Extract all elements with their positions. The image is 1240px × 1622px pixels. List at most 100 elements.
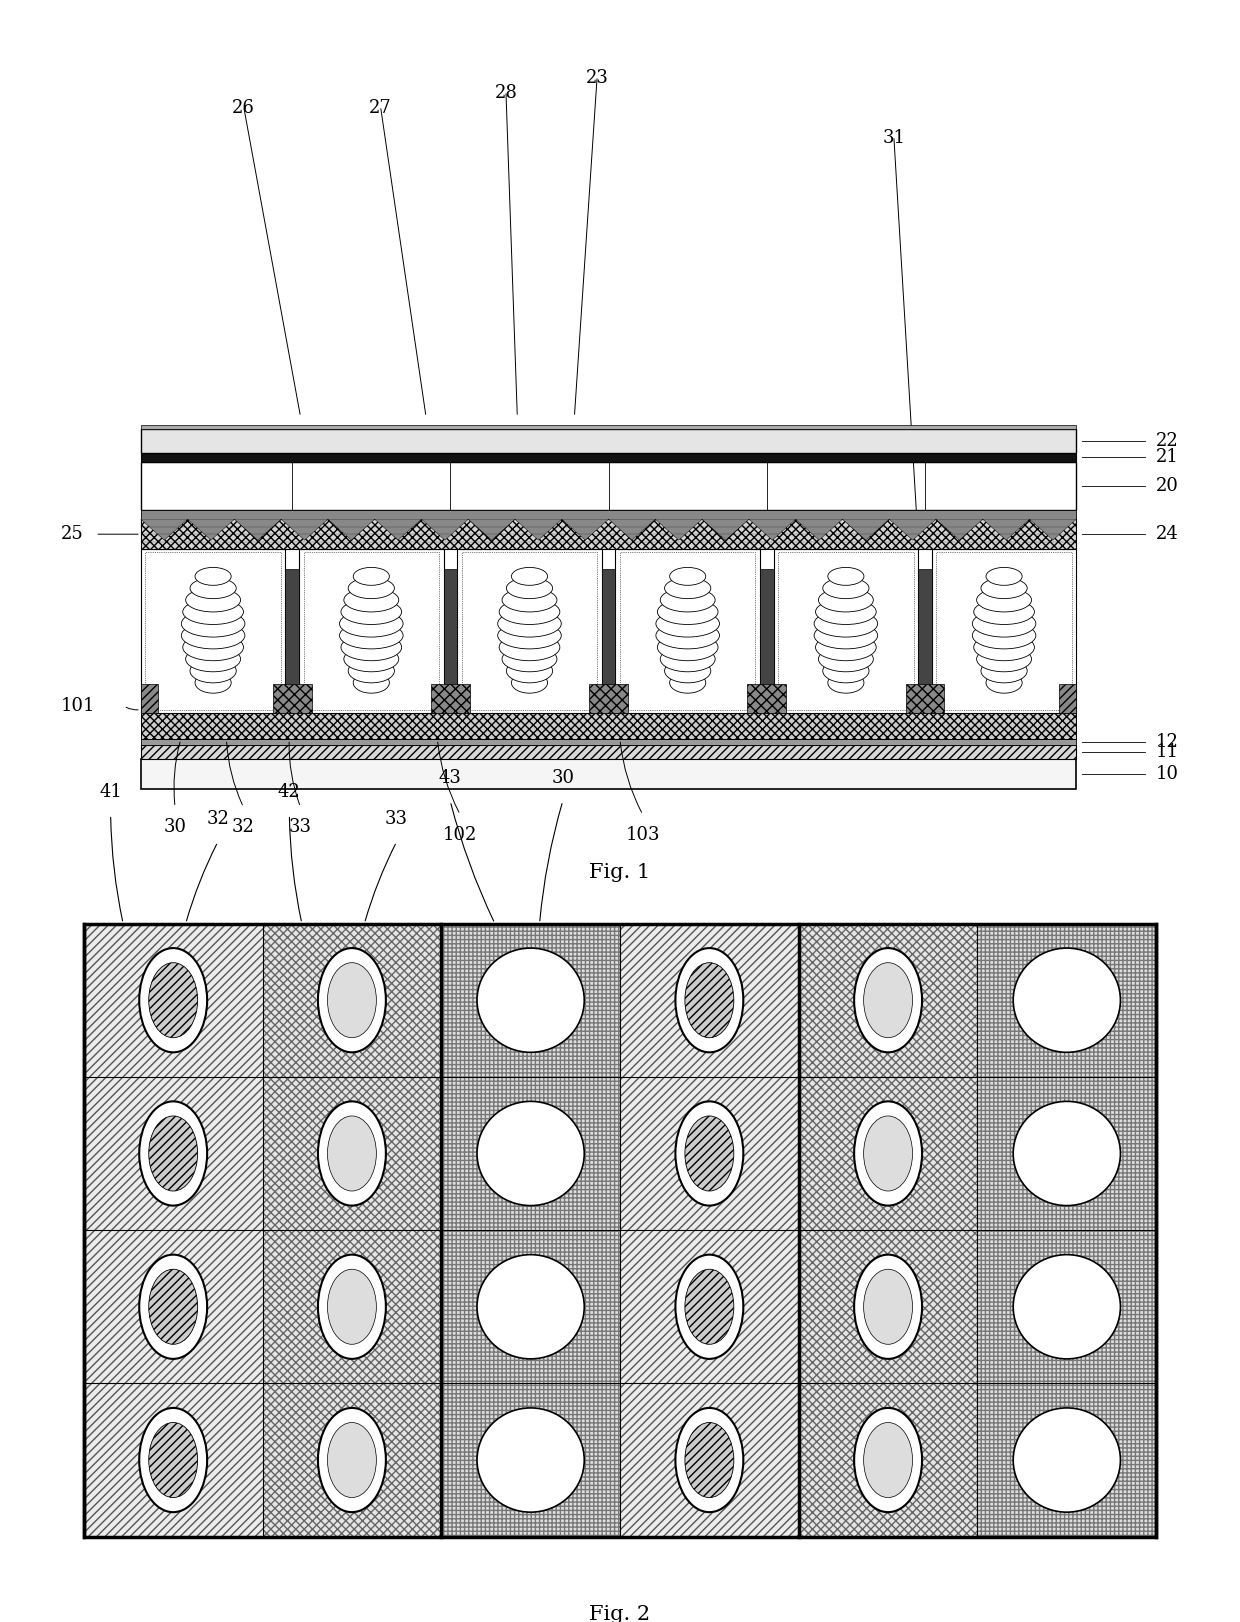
Ellipse shape	[340, 610, 403, 637]
Bar	[432, 684, 470, 714]
Bar	[441, 923, 620, 1077]
Ellipse shape	[676, 949, 743, 1053]
Text: 43: 43	[439, 769, 461, 787]
Bar	[285, 569, 299, 714]
Ellipse shape	[317, 949, 386, 1053]
Text: 22: 22	[1156, 431, 1179, 449]
Bar	[145, 551, 280, 710]
Ellipse shape	[981, 659, 1027, 683]
Ellipse shape	[348, 577, 394, 599]
Bar	[977, 1384, 1156, 1536]
Ellipse shape	[676, 1101, 743, 1205]
Bar	[799, 1229, 977, 1384]
Bar	[931, 550, 1076, 714]
Ellipse shape	[977, 647, 1032, 672]
Bar	[1059, 684, 1076, 714]
Ellipse shape	[502, 647, 557, 672]
Bar	[977, 923, 1156, 1077]
Bar	[620, 1229, 799, 1384]
Ellipse shape	[477, 1101, 584, 1205]
Ellipse shape	[981, 577, 1027, 599]
Text: 10: 10	[1156, 764, 1179, 783]
Bar	[461, 551, 598, 710]
Polygon shape	[936, 519, 983, 540]
Ellipse shape	[317, 1255, 386, 1359]
Ellipse shape	[341, 634, 402, 660]
Text: 101: 101	[61, 697, 95, 715]
Polygon shape	[374, 519, 422, 540]
Ellipse shape	[186, 647, 241, 672]
Text: 33: 33	[289, 819, 312, 837]
Bar	[601, 569, 615, 714]
Text: 33: 33	[386, 811, 408, 829]
Text: 31: 31	[883, 130, 905, 148]
Bar	[141, 462, 1076, 511]
Ellipse shape	[340, 621, 403, 649]
Ellipse shape	[977, 589, 1032, 611]
Polygon shape	[327, 519, 374, 540]
Ellipse shape	[854, 1255, 923, 1359]
Ellipse shape	[190, 659, 237, 683]
Polygon shape	[889, 519, 936, 540]
Bar	[589, 684, 627, 714]
Text: 26: 26	[232, 99, 255, 117]
Ellipse shape	[823, 577, 869, 599]
Bar	[936, 551, 1071, 710]
Ellipse shape	[670, 568, 706, 586]
Ellipse shape	[317, 1408, 386, 1512]
Text: 21: 21	[1156, 448, 1179, 467]
Ellipse shape	[195, 672, 231, 693]
Polygon shape	[842, 519, 889, 540]
Bar	[141, 519, 1076, 550]
Ellipse shape	[656, 621, 719, 649]
Bar	[441, 1077, 620, 1229]
Ellipse shape	[863, 963, 913, 1038]
Ellipse shape	[149, 1270, 197, 1345]
Ellipse shape	[854, 949, 923, 1053]
Text: Fig. 1: Fig. 1	[589, 863, 651, 882]
Bar	[441, 1384, 620, 1536]
Polygon shape	[983, 519, 1029, 540]
Bar	[779, 551, 914, 710]
Ellipse shape	[815, 610, 878, 637]
Ellipse shape	[684, 1422, 734, 1497]
Ellipse shape	[327, 1270, 377, 1345]
Ellipse shape	[665, 577, 711, 599]
Ellipse shape	[986, 672, 1022, 693]
Ellipse shape	[684, 963, 734, 1038]
Ellipse shape	[815, 621, 878, 649]
Bar	[84, 1229, 263, 1384]
Text: 41: 41	[99, 783, 122, 801]
Text: 27: 27	[370, 99, 392, 117]
Ellipse shape	[684, 1270, 734, 1345]
Text: 23: 23	[585, 70, 609, 88]
Ellipse shape	[149, 1422, 197, 1497]
Text: 28: 28	[495, 84, 517, 102]
Ellipse shape	[863, 1270, 913, 1345]
Ellipse shape	[182, 599, 243, 624]
Polygon shape	[141, 519, 187, 540]
Bar	[273, 684, 311, 714]
Bar	[263, 1384, 441, 1536]
Ellipse shape	[676, 1255, 743, 1359]
Ellipse shape	[327, 1422, 377, 1497]
Ellipse shape	[149, 1116, 197, 1191]
Ellipse shape	[816, 634, 877, 660]
Bar	[141, 425, 1076, 428]
Ellipse shape	[684, 1116, 734, 1191]
Ellipse shape	[195, 568, 231, 586]
Bar	[141, 550, 285, 714]
Bar	[141, 511, 1076, 519]
Ellipse shape	[1013, 1408, 1121, 1512]
Ellipse shape	[657, 634, 718, 660]
Bar	[977, 1229, 1156, 1384]
Ellipse shape	[972, 610, 1035, 637]
Text: 24: 24	[1156, 526, 1179, 543]
Bar	[263, 1229, 441, 1384]
Bar	[84, 1077, 263, 1229]
Ellipse shape	[660, 589, 715, 611]
Text: 32: 32	[206, 811, 229, 829]
Ellipse shape	[660, 647, 715, 672]
Polygon shape	[796, 519, 842, 540]
Bar	[799, 1384, 977, 1536]
